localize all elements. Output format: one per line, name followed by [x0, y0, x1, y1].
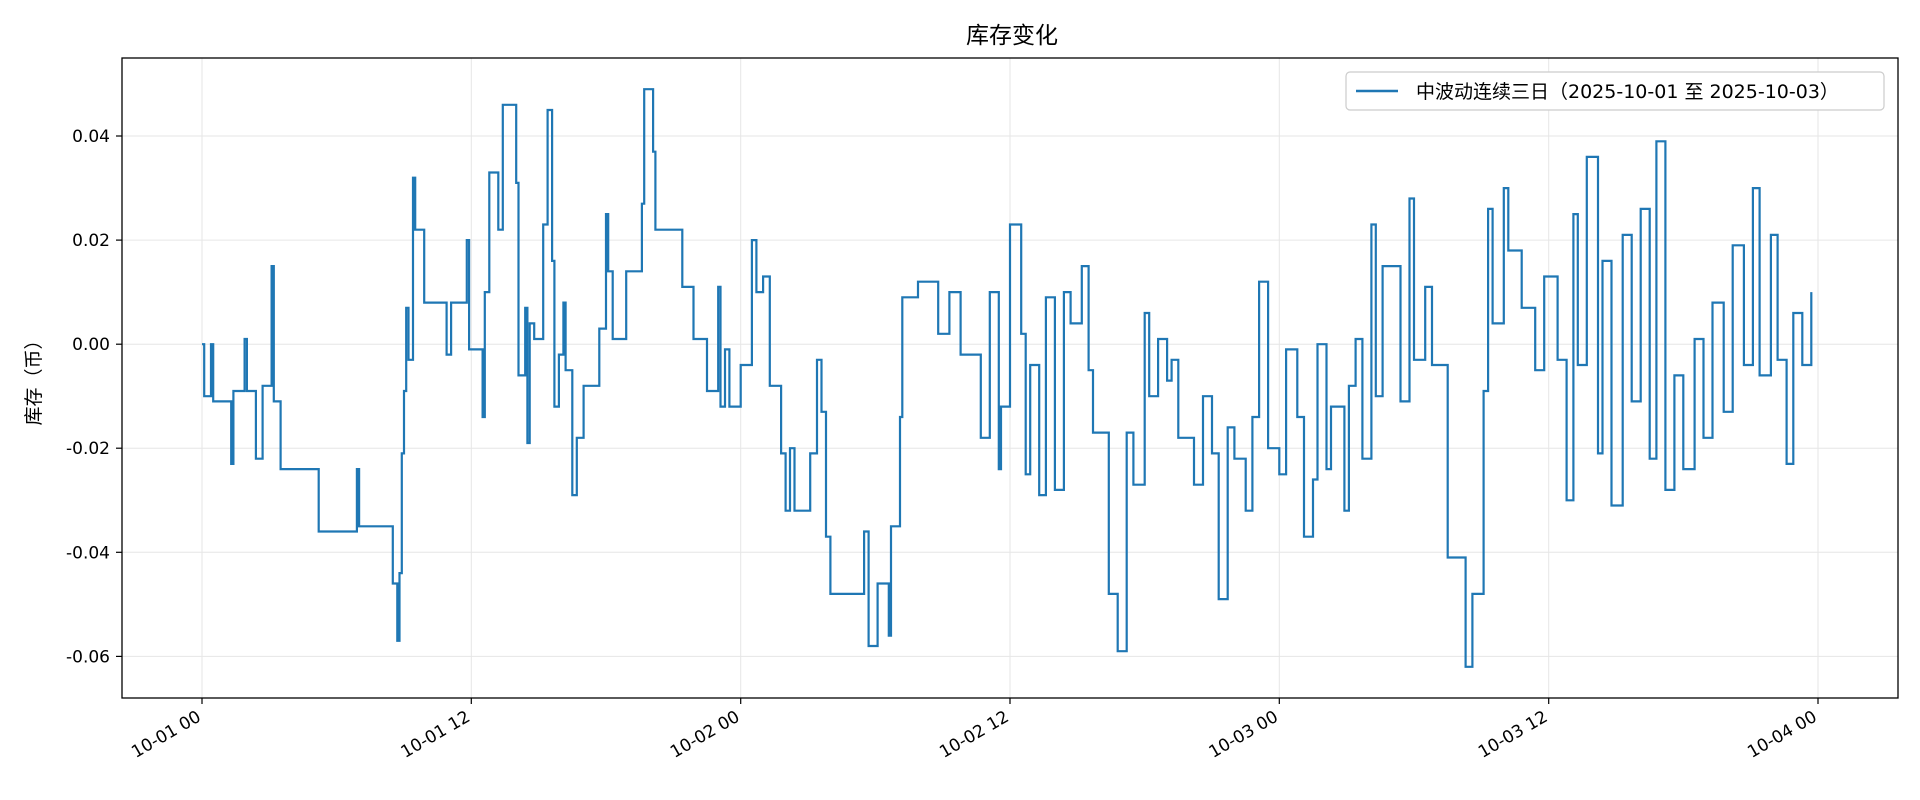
y-tick-label: -0.06: [66, 647, 110, 667]
legend-box: [1345, 71, 1885, 111]
x-tick-label: 10-03 00: [1206, 707, 1282, 763]
y-axis-label: 库存（币）: [23, 330, 45, 425]
y-tick-label: 0.00: [72, 335, 110, 355]
legend: 中波动连续三日（2025-10-01 至 2025-10-03）: [1345, 71, 1885, 111]
series-line: [202, 88, 1813, 668]
legend-series-label: 中波动连续三日（2025-10-01 至 2025-10-03）: [1416, 81, 1839, 103]
x-tick-label: 10-01 12: [398, 707, 474, 763]
y-tick-label: -0.04: [66, 543, 110, 563]
x-tick-label: 10-02 12: [936, 707, 1012, 763]
y-tick-label: 0.04: [72, 127, 110, 147]
axis-ticks: -0.06 -0.04 -0.02 0.00 0.02 0.04 10-01 00 10-01…: [66, 127, 1821, 763]
series-layer: [202, 88, 1813, 668]
x-tick-label: 10-02 00: [667, 707, 743, 763]
chart-title: 库存变化: [966, 23, 1058, 49]
x-tick-label: 10-04 00: [1744, 707, 1820, 763]
y-tick-label: -0.02: [66, 439, 110, 459]
x-tick-label: 10-01 00: [128, 707, 204, 763]
y-tick-label: 0.02: [72, 231, 110, 251]
x-tick-label: 10-03 12: [1475, 707, 1551, 763]
